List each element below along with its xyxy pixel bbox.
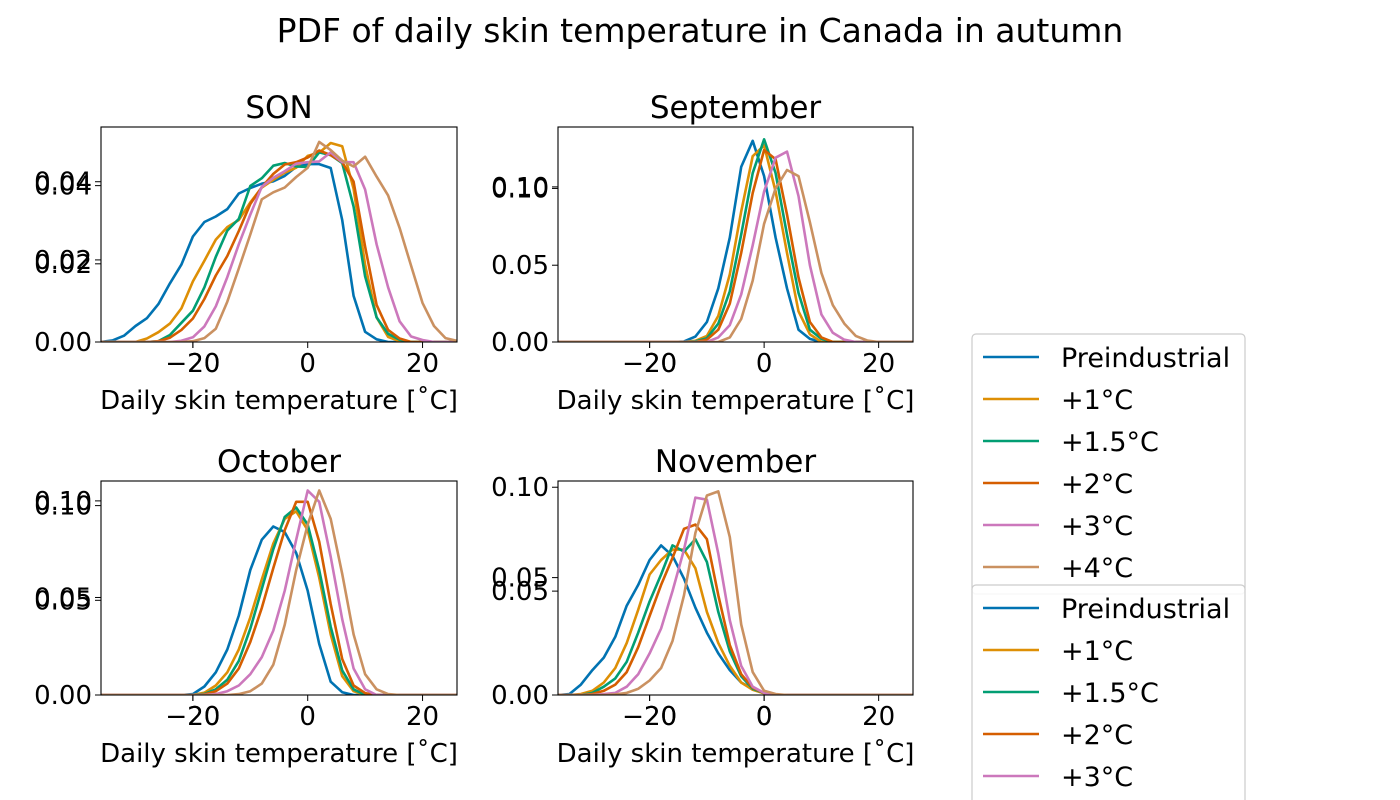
x-tick-label: 20 <box>862 702 895 732</box>
x-tick-label: 20 <box>862 349 895 379</box>
legend-label: +2°C <box>1061 469 1133 500</box>
legend: Preindustrial +1°C +1.5°C +2°C +3°C +4°C Prein… <box>971 333 1246 800</box>
y-tick-label: 0.05 <box>491 577 549 607</box>
series-line-5 <box>558 168 913 342</box>
series-line-1 <box>558 548 913 695</box>
legend-label: Preindustrial <box>1061 594 1230 625</box>
x-tick-label: −20 <box>622 702 677 732</box>
y-tick-label-overlay: 0.04 <box>34 168 92 198</box>
y-tick-label: 0.00 <box>34 328 92 358</box>
legend-label: +3°C <box>1061 511 1133 542</box>
y-tick-label: 0.10 <box>491 473 549 503</box>
axes-frame <box>557 126 914 343</box>
legend-label: +1°C <box>1061 385 1133 416</box>
x-tick-label: 20 <box>406 349 439 379</box>
y-tick-label: 0.05 <box>34 586 92 616</box>
series-lines <box>558 138 913 342</box>
series-lines <box>101 140 457 342</box>
x-axis-label: Daily skin temperature [˚C] <box>557 386 915 416</box>
series-line-2 <box>101 506 457 695</box>
subplot-title: November <box>655 444 817 480</box>
x-tick-label: −20 <box>165 349 220 379</box>
series-line-0 <box>101 162 457 342</box>
legend-label: +3°C <box>1061 762 1133 793</box>
axes-frame <box>100 126 458 343</box>
series-line-5 <box>558 490 913 695</box>
series-lines <box>558 490 913 695</box>
legend-frame <box>971 584 1246 800</box>
series-line-0 <box>558 139 913 342</box>
x-axis-label: Daily skin temperature [˚C] <box>100 386 458 416</box>
y-tick-label: 0.04 <box>34 172 92 202</box>
legend-label: Preindustrial <box>1061 343 1230 374</box>
series-line-2 <box>101 151 457 342</box>
x-tick-label-overlay: −20 <box>165 702 220 732</box>
series-line-5 <box>101 489 457 695</box>
series-line-1 <box>558 144 913 342</box>
y-tick-label-overlay: 0.10 <box>491 173 549 203</box>
y-tick-label-overlay: 0.05 <box>34 583 92 613</box>
y-tick-label: 0.00 <box>491 681 549 711</box>
y-tick-label-overlay: 0.10 <box>34 487 92 517</box>
subplot-title: September <box>650 90 822 126</box>
subplot-3: −20 0 20−20 00.000.050.100.05NovemberDaily … <box>491 444 914 769</box>
series-line-2 <box>558 138 913 342</box>
legend-label: +2°C <box>1061 720 1133 751</box>
y-tick-label: 0.00 <box>491 328 549 358</box>
y-tick-label: 0.02 <box>34 250 92 280</box>
x-tick-label: 0 <box>756 349 773 379</box>
legend-label: +4°C <box>1061 553 1133 584</box>
series-line-3 <box>101 500 457 695</box>
subplot-grid: −20 0 20 −20 0.00 0.02 0.04 0.02 0.04 SON Daily sk… <box>34 90 914 769</box>
x-tick-label: 0 <box>756 702 773 732</box>
y-tick-label-overlay: 0.05 <box>491 564 549 594</box>
series-line-2 <box>558 537 913 695</box>
axes-frame <box>557 480 914 696</box>
x-tick-label: 0 <box>299 349 316 379</box>
y-tick-label: 0.10 <box>491 174 549 204</box>
legend-label: +1.5°C <box>1061 427 1159 458</box>
x-tick-label-overlay: −20 <box>622 349 677 379</box>
series-line-1 <box>101 509 457 695</box>
subplot-1: −20 0 20−200.000.050.100.10SeptemberDaily … <box>491 90 914 416</box>
subplot-2: −20 0 20−200.000.050.100.050.10OctoberDail… <box>34 444 458 769</box>
series-line-1 <box>101 141 457 342</box>
x-tick-label-overlay: 0 <box>756 702 773 732</box>
x-tick-label: 20 <box>406 702 439 732</box>
x-axis-label: Daily skin temperature [˚C] <box>100 739 458 769</box>
series-line-4 <box>101 151 457 342</box>
legend-label: +1.5°C <box>1061 678 1159 709</box>
x-tick-label: −20 <box>165 702 220 732</box>
legend-label: +1°C <box>1061 636 1133 667</box>
x-tick-label: 0 <box>299 702 316 732</box>
x-tick-label: −20 <box>622 349 677 379</box>
series-line-3 <box>101 149 457 342</box>
axes-frame <box>100 480 458 696</box>
subplot-title: October <box>217 444 341 480</box>
series-line-5 <box>101 140 457 342</box>
y-tick-label-overlay: 0.02 <box>34 246 92 276</box>
series-line-3 <box>558 148 913 342</box>
y-tick-label: 0.05 <box>491 251 549 281</box>
series-line-3 <box>558 523 913 695</box>
x-tick-label-overlay: −20 <box>622 702 677 732</box>
y-tick-label: 0.00 <box>34 681 92 711</box>
series-lines <box>101 489 457 695</box>
y-tick-label: 0.10 <box>34 492 92 522</box>
x-tick-label-overlay: −20 <box>165 349 220 379</box>
series-line-4 <box>558 496 913 695</box>
figure-title: PDF of daily skin temperature in Canada … <box>277 11 1124 50</box>
subplot-title: SON <box>245 90 312 126</box>
series-line-4 <box>101 489 457 695</box>
x-axis-label: Daily skin temperature [˚C] <box>557 739 915 769</box>
